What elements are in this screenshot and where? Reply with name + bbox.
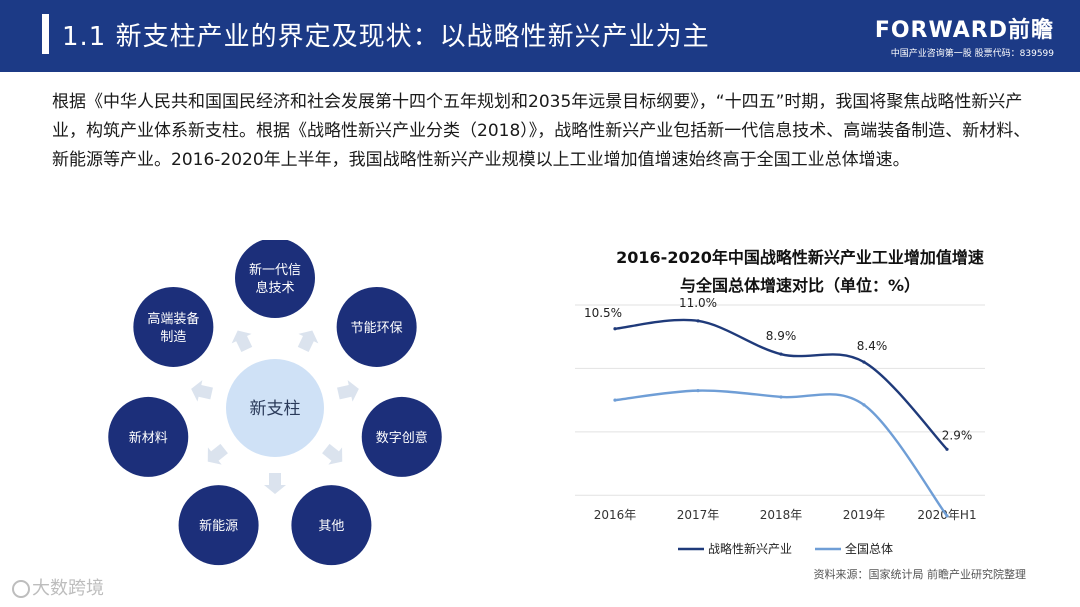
- legend-label: 全国总体: [845, 541, 893, 556]
- diagram-node-label: 新能源: [199, 518, 238, 534]
- data-point: [696, 319, 700, 323]
- diagram-node-circle: [133, 286, 214, 367]
- data-point: [613, 398, 617, 402]
- header-bar: 1.1 新支柱产业的界定及现状：以战略性新兴产业为主 FORWARD前瞻 中国产…: [0, 0, 1080, 72]
- data-point: [945, 447, 949, 451]
- chart-title: 2016-2020年中国战略性新兴产业工业增加值增速 与全国总体增速对比（单位：%…: [560, 244, 1040, 300]
- x-tick-label: 2016年: [594, 508, 637, 522]
- chart-title-line-1: 2016-2020年中国战略性新兴产业工业增加值增速: [616, 248, 984, 267]
- page-title: 1.1 新支柱产业的界定及现状：以战略性新兴产业为主: [62, 22, 710, 52]
- diagram-arrow: [337, 380, 359, 402]
- data-label: 11.0%: [679, 296, 717, 310]
- watermark-icon: [12, 580, 30, 598]
- title-accent-bar: [42, 14, 49, 54]
- brand-logo: FORWARD前瞻 中国产业咨询第一股 股票代码：839599: [875, 12, 1054, 59]
- intro-paragraph: 根据《中华人民共和国国民经济和社会发展第十四个五年规划和2035年远景目标纲要》…: [52, 92, 1031, 170]
- series-line-national: [614, 389, 948, 517]
- data-label: 8.4%: [857, 339, 888, 353]
- growth-line-chart: 2016年2017年2018年2019年2020年H110.5%11.0%8.9…: [575, 296, 985, 556]
- diagram-node-circle: [336, 286, 417, 367]
- data-label: 10.5%: [584, 306, 622, 320]
- diagram-center-circle: [226, 359, 324, 457]
- source-note: 资料来源：国家统计局 前瞻产业研究院整理: [813, 568, 1027, 581]
- data-point: [945, 514, 949, 518]
- diagram-arrow: [191, 380, 213, 402]
- diagram-node-label: 其他: [318, 519, 344, 534]
- chart-title-line-2: 与全国总体增速对比（单位：%）: [679, 276, 921, 295]
- diagram-arrow: [207, 443, 228, 465]
- diagram-node-label: 高端装备制造: [147, 311, 199, 345]
- diagram-arrow: [264, 473, 286, 494]
- logo-brand-text: FORWARD前瞻: [874, 18, 1054, 43]
- diagram-arrows: [191, 330, 359, 494]
- data-label: 8.9%: [766, 329, 797, 343]
- diagram-node-circle: [235, 240, 315, 318]
- diagram-node-circle: [291, 485, 372, 566]
- data-point: [862, 403, 866, 407]
- diagram-center-label: 新支柱: [250, 399, 301, 419]
- diagram-node-label: 节能环保: [351, 321, 403, 336]
- x-tick-label: 2017年: [677, 508, 720, 522]
- data-label: 2.9%: [942, 428, 973, 442]
- diagram-node-circle: [178, 485, 259, 566]
- diagram-node-label: 数字创意: [376, 430, 428, 446]
- diagram-arrow: [231, 330, 253, 353]
- diagram-node-label: 新材料: [129, 430, 168, 446]
- chart-gridlines: [575, 304, 985, 496]
- data-point: [779, 352, 783, 356]
- legend-label: 战略性新兴产业: [708, 541, 792, 556]
- diagram-node-circle: [108, 396, 189, 477]
- watermark: 大数跨境: [12, 574, 104, 600]
- x-tick-label: 2019年: [843, 508, 886, 522]
- x-tick-label: 2018年: [760, 508, 803, 522]
- data-point: [696, 389, 700, 393]
- data-point: [779, 395, 783, 399]
- chart-legend: 战略性新兴产业 全国总体: [678, 541, 893, 556]
- watermark-text: 大数跨境: [32, 578, 104, 599]
- logo-subtext: 中国产业咨询第一股 股票代码：839599: [890, 49, 1054, 59]
- diagram-node-circle: [361, 396, 442, 477]
- data-point: [862, 360, 866, 364]
- diagram-arrow: [322, 443, 343, 465]
- diagram-arrow: [297, 330, 319, 353]
- diagram-node-label: 新一代信息技术: [249, 262, 301, 296]
- data-point: [613, 327, 617, 331]
